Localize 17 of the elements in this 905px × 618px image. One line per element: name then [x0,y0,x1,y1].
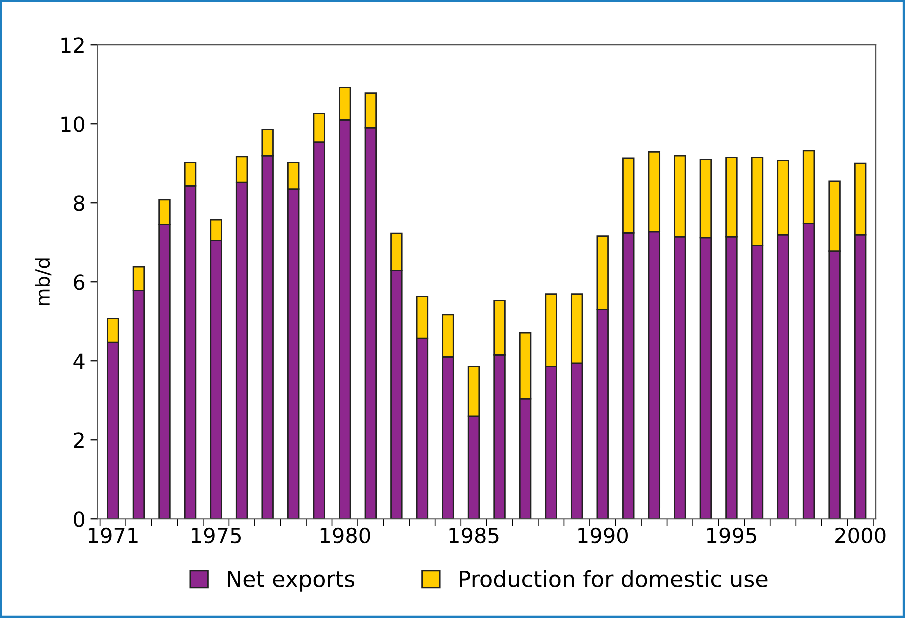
y-tick-label: 0 [74,512,85,528]
y-tick-label: 12 [62,38,84,54]
y-tick-label: 10 [62,116,85,132]
x-tick-label: 2000 [836,528,886,544]
y-tick-label: 2 [74,432,84,448]
x-tick-label: 1971 [88,528,138,544]
y-axis-title: mb/d [35,258,52,306]
y-tick-label: 4 [74,354,85,370]
x-tick-label: 1975 [192,528,241,544]
legend-label: Production for domestic use [460,570,768,588]
x-tick-label: 1990 [578,528,628,544]
y-tick-label: 6 [74,274,85,290]
legend-label: Net exports [228,570,355,592]
x-tick-label: 1980 [320,528,370,544]
y-tick-label: 8 [74,196,85,212]
x-tick-label: 1985 [450,528,499,544]
x-tick-label: 1995 [707,528,756,544]
